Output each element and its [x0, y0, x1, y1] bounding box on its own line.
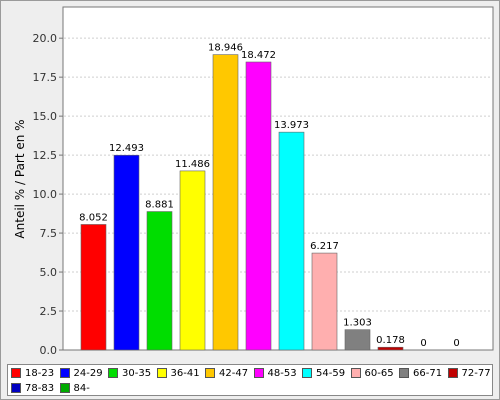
legend-label: 66-71 — [413, 367, 443, 379]
legend-item-84-: 84- — [59, 381, 90, 395]
legend-item-60-65: 60-65 — [350, 366, 394, 380]
value-label-54-59: 13.973 — [274, 120, 309, 131]
legend-item-66-71: 66-71 — [399, 366, 442, 380]
legend-swatch — [350, 368, 361, 378]
bar-30-35 — [146, 211, 173, 351]
legend-label: 84- — [73, 382, 90, 394]
bar-66-71 — [344, 329, 371, 351]
bar-48-53 — [245, 61, 272, 351]
legend-item-36-41: 36-41 — [156, 366, 200, 380]
y-tick-label: 15.0 — [33, 110, 58, 123]
y-tick-label: 5.0 — [40, 266, 58, 279]
gridlines — [64, 37, 492, 312]
value-label-84-: 0 — [453, 338, 459, 349]
legend-label: 78-83 — [25, 382, 55, 394]
value-label-30-35: 8.881 — [145, 200, 174, 211]
legend-swatch — [156, 368, 167, 378]
value-label-36-41: 11.486 — [175, 159, 210, 170]
legend-swatch — [11, 368, 21, 378]
legend-item-72-77: 72-77 — [447, 366, 491, 380]
bars — [80, 54, 404, 351]
bar-36-41 — [179, 170, 206, 351]
value-label-66-71: 1.303 — [343, 318, 372, 329]
y-tick-label: 2.5 — [40, 305, 58, 318]
legend-item-42-47: 42-47 — [205, 366, 248, 380]
value-label-24-29: 12.493 — [109, 143, 144, 154]
legend-swatch — [399, 368, 409, 378]
y-axis-ticks: 0.0 2.5 5.0 7.5 10.0 12.5 15.0 17.5 20.0 — [33, 32, 63, 357]
legend: 18-23 24-29 30-35 36-41 42-47 48-53 54-59 60-65… — [7, 364, 493, 396]
value-label-60-65: 6.217 — [310, 241, 339, 252]
y-tick-label: 17.5 — [33, 71, 58, 84]
bar-54-59 — [278, 131, 305, 351]
legend-item-54-59: 54-59 — [302, 366, 345, 380]
legend-label: 18-23 — [25, 367, 55, 379]
legend-label: 60-65 — [364, 367, 394, 379]
legend-swatch — [205, 368, 215, 378]
value-label-48-53: 18.472 — [241, 50, 276, 61]
legend-swatch — [59, 383, 70, 393]
legend-item-18-23: 18-23 — [11, 366, 54, 380]
value-label-42-47: 18.946 — [208, 43, 243, 54]
bar-24-29 — [113, 154, 140, 351]
y-tick-label: 12.5 — [33, 149, 58, 162]
legend-item-24-29: 24-29 — [59, 366, 103, 380]
legend-swatch — [447, 368, 458, 378]
bar-60-65 — [311, 252, 338, 351]
bar-72-77 — [377, 346, 404, 351]
legend-swatch — [59, 368, 70, 378]
bar-18-23 — [80, 224, 107, 351]
legend-swatch — [108, 368, 118, 378]
legend-swatch — [302, 368, 312, 378]
y-tick-label: 10.0 — [33, 188, 58, 201]
y-axis-label: Anteil % / Part en % — [13, 119, 27, 238]
legend-label: 30-35 — [122, 367, 152, 379]
legend-label: 48-53 — [267, 367, 297, 379]
value-label-78-83: 0 — [420, 338, 426, 349]
y-tick-label: 0.0 — [40, 344, 58, 357]
legend-label: 36-41 — [170, 367, 200, 379]
legend-label: 54-59 — [316, 367, 346, 379]
legend-label: 42-47 — [219, 367, 249, 379]
legend-item-30-35: 30-35 — [108, 366, 151, 380]
bar-42-47 — [212, 54, 239, 351]
legend-item-48-53: 48-53 — [253, 366, 297, 380]
bar-chart: 0.0 2.5 5.0 7.5 10.0 12.5 15.0 17.5 20.0 8.052 12… — [13, 6, 494, 357]
y-tick-label: 20.0 — [33, 32, 58, 45]
value-label-18-23: 8.052 — [79, 212, 108, 223]
legend-swatch — [11, 383, 21, 393]
legend-label: 72-77 — [461, 367, 491, 379]
value-label-72-77: 0.178 — [376, 335, 405, 346]
y-tick-label: 7.5 — [40, 227, 58, 240]
legend-label: 24-29 — [73, 367, 103, 379]
legend-item-78-83: 78-83 — [11, 381, 54, 395]
legend-swatch — [253, 368, 264, 378]
